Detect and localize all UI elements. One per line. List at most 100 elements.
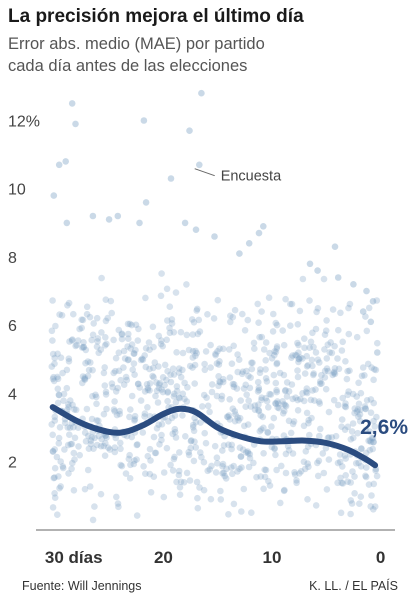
scatter-point [304, 496, 311, 503]
scatter-point [170, 393, 178, 400]
scatter-point [309, 329, 316, 337]
scatter-point [266, 482, 274, 489]
scatter-point [125, 335, 132, 343]
scatter-point [306, 344, 313, 352]
scatter-point [241, 327, 249, 334]
scatter-point [189, 424, 197, 431]
scatter-point [370, 438, 378, 446]
scatter-point [185, 448, 192, 456]
scatter-point [79, 316, 87, 324]
scatter-point [58, 312, 66, 319]
scatter-point [317, 378, 324, 385]
scatter-point [297, 468, 305, 475]
scatter-point [314, 267, 321, 274]
scatter-point [105, 216, 113, 223]
scatter-point [371, 423, 379, 430]
scatter-point [292, 351, 299, 359]
scatter-point [325, 434, 333, 441]
scatter-point [319, 450, 327, 457]
scatter-point [68, 337, 76, 344]
scatter-point [139, 429, 147, 436]
scatter-point [177, 373, 185, 381]
scatter-point [255, 407, 263, 415]
scatter-point [117, 445, 124, 453]
scatter-point [349, 468, 356, 475]
x-tick-label: 10 [263, 548, 282, 567]
scatter-point [80, 343, 88, 351]
scatter-point [127, 406, 134, 413]
scatter-point [271, 348, 278, 355]
scatter-point [316, 432, 323, 440]
scatter-point [348, 500, 356, 507]
scatter-point [334, 479, 341, 487]
scatter-point [112, 354, 120, 362]
scatter-point [227, 312, 234, 320]
scatter-point [131, 412, 139, 420]
scatter-point [301, 370, 309, 377]
scatter-point [346, 300, 354, 308]
scatter-point [289, 395, 297, 403]
scatter-point [369, 435, 377, 442]
scatter-point [65, 470, 72, 477]
scatter-point [141, 410, 149, 417]
scatter-point [281, 387, 289, 395]
scatter-point [291, 471, 299, 478]
scatter-point [161, 381, 168, 389]
scatter-point [342, 403, 350, 411]
scatter-point [185, 451, 193, 459]
scatter-point [157, 292, 165, 300]
scatter-point [170, 329, 178, 336]
scatter-point [171, 453, 178, 461]
scatter-point [230, 462, 237, 470]
scatter-point [158, 421, 166, 428]
scatter-point [230, 381, 238, 388]
scatter-point [59, 464, 67, 472]
scatter-point [164, 397, 171, 405]
scatter-point [131, 457, 138, 464]
scatter-point [86, 483, 94, 490]
scatter-point [107, 297, 115, 305]
scatter-point [357, 406, 364, 414]
scatter-point [366, 446, 374, 454]
scatter-point [277, 499, 284, 507]
scatter-point [59, 369, 66, 377]
scatter-point [50, 377, 58, 385]
scatter-point [144, 404, 151, 411]
scatter-point [290, 418, 298, 425]
scatter-point [114, 212, 122, 220]
scatter-point [316, 400, 324, 407]
scatter-point [235, 356, 243, 364]
scatter-point [102, 296, 110, 304]
scatter-point [312, 325, 320, 333]
scatter-point [321, 374, 329, 381]
scatter-point [356, 411, 364, 418]
scatter-point [146, 346, 153, 354]
scatter-point [176, 394, 183, 402]
scatter-point [150, 343, 157, 351]
scatter-point [181, 219, 189, 227]
scatter-point [310, 343, 317, 351]
scatter-point [297, 395, 304, 403]
scatter-point [316, 380, 324, 388]
scatter-point [356, 500, 363, 508]
scatter-point [242, 403, 249, 411]
scatter-point [268, 443, 276, 451]
scatter-point [101, 342, 109, 349]
scatter-point [226, 396, 233, 403]
scatter-point [155, 421, 162, 429]
scatter-point [86, 313, 94, 321]
scatter-point [292, 394, 299, 402]
scatter-point [93, 441, 101, 449]
scatter-point [215, 361, 223, 368]
scatter-point [328, 349, 336, 357]
scatter-point [153, 387, 161, 395]
scatter-point [309, 387, 316, 394]
scatter-point [313, 308, 320, 316]
scatter-point [355, 413, 362, 421]
scatter-point [234, 351, 241, 358]
scatter-point [262, 366, 269, 373]
scatter-point [236, 250, 243, 257]
scatter-point [167, 175, 175, 182]
scatter-point [244, 316, 252, 324]
scatter-point [187, 444, 194, 452]
